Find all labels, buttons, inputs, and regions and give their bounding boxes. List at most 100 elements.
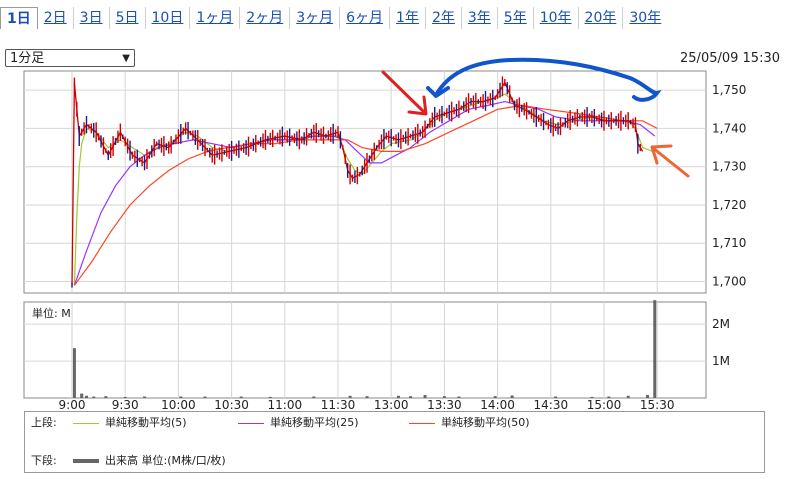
volume-bar (123, 396, 127, 398)
chevron-down-icon: ▼ (122, 53, 130, 64)
volume-bar (348, 395, 352, 398)
period-tabs: 1日 2日 3日 5日 10日 1ヶ月 2ヶ月 3ヶ月 6ヶ月 1年 2年 3年 5年 10年 20年 30年 (0, 0, 790, 36)
volume-bar (396, 395, 400, 398)
price-y-axis: 1,750 1,740 1,730 1,720 1,710 1,700 (712, 83, 746, 288)
x-tick-label: 11:30 (321, 398, 356, 410)
tab-3日[interactable]: 3日 (74, 7, 110, 29)
legend-item-ma25: 単純移動平均(25) (230, 416, 359, 430)
tab-3ヶ月[interactable]: 3ヶ月 (290, 7, 341, 29)
volume-bar (510, 395, 514, 398)
volume-unit-label: 単位: M (32, 306, 71, 320)
ma25-swatch (238, 422, 264, 424)
x-tick-label: 15:30 (640, 398, 675, 410)
volume-bar (92, 396, 96, 398)
volume-bar (179, 396, 183, 398)
legend-lower-label: 下段: (31, 454, 57, 467)
volume-bar (590, 396, 594, 398)
volume-grid (24, 302, 706, 398)
interval-select[interactable]: 1分足 ▼ (5, 49, 135, 67)
y-tick-label: 1,710 (712, 236, 746, 250)
ma5-swatch (73, 422, 99, 424)
legend: 上段: 単純移動平均(5) 単純移動平均(25) 単純移動平均(50) 下段: … (24, 411, 765, 473)
volume-bar (312, 396, 316, 398)
x-tick-label: 11:00 (268, 398, 303, 410)
tab-5年[interactable]: 5年 (498, 7, 534, 29)
legend-item-volume: 出来高 単位:(M株/口/枚) (65, 454, 226, 468)
volume-bar (423, 395, 427, 398)
volume-bar (268, 396, 272, 398)
price-series (71, 76, 644, 288)
legend-item-ma50: 単純移動平均(50) (401, 416, 530, 430)
tab-2日[interactable]: 2日 (38, 7, 74, 29)
volume-swatch (73, 459, 99, 463)
blue-curved-arrow (434, 57, 662, 102)
x-tick-label: 13:30 (427, 398, 462, 410)
red-arrowhead (407, 95, 428, 116)
y-tick-label: 1,720 (712, 198, 746, 212)
volume-bar (409, 396, 413, 398)
volume-bar (143, 396, 147, 398)
x-tick-label: 14:30 (534, 398, 569, 410)
tab-1日[interactable]: 1日 (0, 7, 38, 29)
volume-bar (493, 396, 497, 398)
y-tick-label: 1,750 (712, 83, 746, 97)
tab-5日[interactable]: 5日 (110, 7, 146, 29)
x-tick-label: 13:00 (374, 398, 409, 410)
legend-upper-label: 上段: (31, 416, 57, 429)
ma5-label: 単純移動平均(5) (105, 416, 187, 429)
timestamp: 25/05/09 15:30 (680, 51, 780, 66)
x-tick-label: 15:00 (587, 398, 622, 410)
volume-bar (365, 396, 369, 398)
legend-item-ma5: 単純移動平均(5) (65, 416, 187, 430)
orange-arrowhead (650, 144, 673, 165)
volume-bar (457, 396, 461, 398)
x-tick-label: 9:30 (112, 398, 139, 410)
tab-1ヶ月[interactable]: 1ヶ月 (190, 7, 241, 29)
volume-bar (239, 396, 243, 398)
ma50-label: 単純移動平均(50) (441, 416, 530, 429)
vol-tick-label: 2M (712, 317, 730, 331)
tab-6ヶ月[interactable]: 6ヶ月 (340, 7, 391, 29)
chart-canvas: 1,750 1,740 1,730 1,720 1,710 1,700 2M 1M 単位: … (23, 57, 746, 410)
annotations (381, 57, 690, 178)
x-tick-label: 10:30 (214, 398, 249, 410)
volume-bar (646, 395, 650, 398)
y-tick-label: 1,730 (712, 160, 746, 174)
red-arrow-shaft (381, 70, 426, 114)
volume-bar (104, 396, 108, 398)
ma50-swatch (409, 422, 435, 424)
blue-arrowhead (426, 86, 450, 98)
volume-bar (626, 395, 630, 398)
volume-label: 出来高 単位:(M株/口/枚) (105, 454, 226, 467)
y-tick-label: 1,700 (712, 275, 746, 289)
tab-20年[interactable]: 20年 (579, 7, 624, 29)
volume-bar (653, 300, 657, 398)
vol-tick-label: 1M (712, 354, 730, 368)
volume-bars (72, 300, 657, 398)
tab-2年[interactable]: 2年 (426, 7, 462, 29)
price-panel (23, 70, 707, 294)
tab-30年[interactable]: 30年 (629, 10, 662, 26)
tab-2ヶ月[interactable]: 2ヶ月 (240, 7, 291, 29)
volume-bar (554, 396, 558, 398)
x-tick-label: 9:00 (59, 398, 86, 410)
interval-select-value: 1分足 (10, 51, 45, 66)
tab-1年[interactable]: 1年 (390, 7, 426, 29)
ma50-line (73, 104, 658, 286)
tab-10年[interactable]: 10年 (534, 7, 579, 29)
y-tick-label: 1,740 (712, 121, 746, 135)
volume-y-axis: 2M 1M (712, 317, 730, 368)
volume-bar (72, 348, 76, 398)
x-tick-label: 14:00 (480, 398, 515, 410)
x-tick-label: 10:00 (161, 398, 196, 410)
volume-bar (203, 396, 207, 398)
volume-bar (607, 396, 611, 398)
orange-arrow-shaft (651, 146, 690, 178)
volume-bar (85, 395, 89, 398)
volume-bar (80, 393, 84, 398)
volume-panel (23, 301, 707, 399)
tab-3年[interactable]: 3年 (462, 7, 498, 29)
ma25-label: 単純移動平均(25) (270, 416, 359, 429)
tab-10日[interactable]: 10日 (146, 7, 191, 29)
